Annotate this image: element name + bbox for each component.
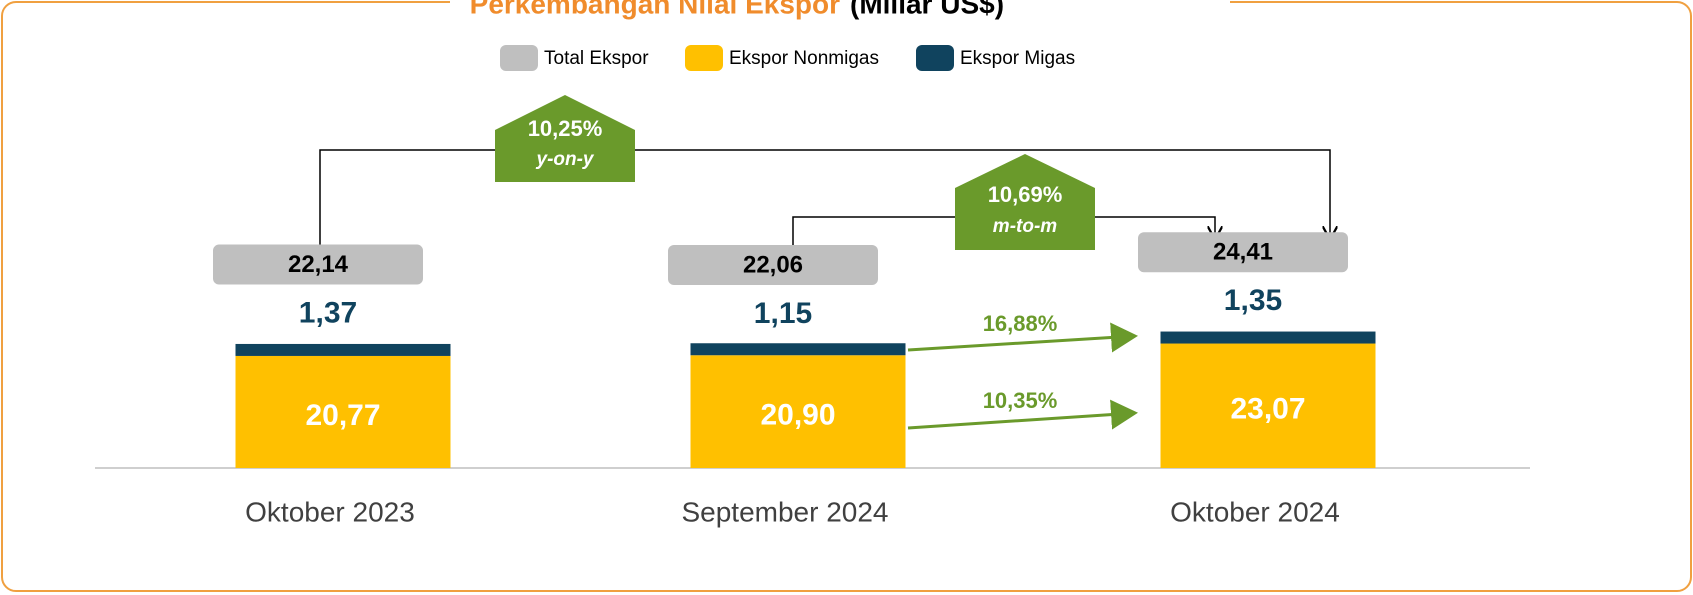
- chart-title: Perkembangan Nilai Ekspor: [470, 0, 840, 19]
- migas-growth-arrow: [907, 322, 1138, 353]
- mtm-value: 10,69%: [988, 182, 1063, 207]
- total-box: [668, 245, 878, 286]
- mtm-badge: [955, 154, 1095, 250]
- bar-segment: [235, 355, 451, 468]
- total-value: 24,41: [1213, 239, 1273, 266]
- legend-swatch: [916, 45, 954, 71]
- chart-subtitle: (Miliar US$): [850, 0, 1004, 19]
- yoy-badge: [495, 95, 635, 182]
- bar-segment: [1160, 331, 1376, 344]
- title-gap: [450, 0, 1230, 10]
- legend-swatch: [500, 45, 538, 71]
- total-value: 22,14: [288, 251, 349, 278]
- yoy-label: y-on-y: [536, 149, 595, 170]
- x-tick-label: Oktober 2023: [245, 496, 415, 527]
- mtm-label: m-to-m: [993, 216, 1057, 237]
- bar-segment: [235, 343, 451, 356]
- nonmigas-value: 20,77: [305, 399, 380, 432]
- nonmigas-value: 23,07: [1230, 393, 1305, 426]
- x-tick-label: September 2024: [681, 496, 888, 527]
- yoy-value: 10,25%: [528, 116, 603, 141]
- bar-segment: [690, 355, 906, 468]
- nonmigas-growth-arrow: [907, 399, 1138, 430]
- migas-value: 1,15: [754, 297, 812, 330]
- legend-label: Total Ekspor: [544, 48, 649, 69]
- x-tick-label: Oktober 2024: [1170, 496, 1340, 527]
- total-value: 22,06: [743, 251, 803, 278]
- legend-swatch: [685, 45, 723, 71]
- total-box: [213, 244, 423, 285]
- nonmigas-value: 20,90: [760, 399, 835, 432]
- legend-label: Ekspor Migas: [960, 48, 1075, 69]
- legend-label: Ekspor Nonmigas: [729, 48, 879, 69]
- total-box: [1138, 232, 1348, 273]
- nonmigas-growth: 10,35%: [983, 388, 1058, 413]
- migas-value: 1,37: [299, 296, 357, 329]
- yoy-connector: [319, 149, 1330, 252]
- migas-growth: 16,88%: [983, 311, 1058, 336]
- migas-value: 1,35: [1224, 284, 1282, 317]
- bar-segment: [690, 343, 906, 356]
- bar-segment: [1160, 343, 1376, 468]
